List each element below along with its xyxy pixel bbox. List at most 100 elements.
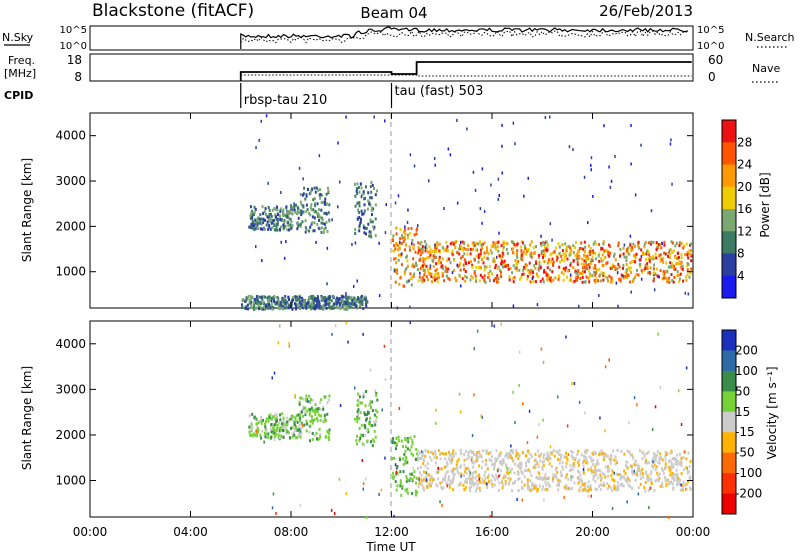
- data-cell: [677, 262, 680, 266]
- data-cell: [511, 277, 514, 281]
- data-cell: [267, 227, 270, 231]
- data-cell: [305, 210, 308, 214]
- data-cell: [259, 221, 262, 225]
- velocity-scatter: [248, 321, 692, 519]
- data-cell: [578, 255, 581, 259]
- data-cell: [541, 487, 544, 491]
- data-cell: [434, 454, 437, 457]
- data-cell: [275, 217, 278, 221]
- data-cell: [680, 456, 683, 460]
- data-cell: [286, 420, 289, 424]
- data-cell: [509, 470, 512, 474]
- data-cell: [409, 153, 412, 157]
- data-cell: [525, 461, 527, 465]
- data-cell: [584, 482, 587, 486]
- data-cell: [504, 265, 507, 268]
- data-cell: [552, 262, 554, 266]
- data-cell: [482, 449, 484, 453]
- data-cell: [539, 459, 542, 463]
- data-cell: [334, 302, 337, 306]
- data-cell: [600, 452, 603, 456]
- data-cell: [435, 272, 438, 276]
- data-cell: [656, 274, 659, 278]
- data-cell: [370, 406, 372, 409]
- data-cell: [580, 262, 583, 266]
- data-cell: [514, 479, 517, 483]
- data-cell: [642, 251, 645, 255]
- data-cell: [585, 267, 588, 270]
- data-cell: [282, 416, 285, 420]
- data-cell: [622, 252, 625, 256]
- data-cell: [265, 212, 267, 216]
- data-cell: [542, 463, 545, 467]
- data-cell: [612, 449, 615, 453]
- data-cell: [520, 254, 523, 258]
- data-cell: [409, 321, 411, 324]
- data-cell: [273, 414, 276, 418]
- data-cell: [628, 421, 630, 425]
- data-cell: [604, 365, 607, 369]
- data-cell: [452, 488, 454, 492]
- data-cell: [248, 225, 251, 229]
- data-cell: [494, 478, 496, 482]
- data-cell: [678, 241, 681, 245]
- data-cell: [293, 425, 296, 429]
- data-cell: [336, 297, 339, 301]
- data-cell: [447, 450, 450, 454]
- data-cell: [415, 228, 418, 232]
- data-cell: [460, 245, 463, 248]
- data-cell: [273, 224, 276, 227]
- data-cell: [314, 297, 317, 300]
- data-cell: [338, 298, 341, 302]
- data-cell: [345, 296, 348, 300]
- data-cell: [313, 306, 316, 310]
- data-cell: [586, 257, 589, 261]
- data-cell: [319, 306, 322, 310]
- data-cell: [434, 276, 436, 280]
- data-cell: [271, 208, 274, 212]
- data-cell: [590, 168, 592, 172]
- data-cell: [418, 478, 420, 482]
- data-cell: [467, 248, 470, 252]
- data-cell: [313, 295, 316, 299]
- data-cell: [654, 272, 657, 276]
- data-cell: [357, 208, 359, 212]
- data-cell: [602, 258, 605, 262]
- data-cell: [481, 415, 483, 419]
- data-cell: [460, 472, 463, 476]
- data-cell: [393, 441, 396, 445]
- nave-tick-bottom: 0: [708, 70, 716, 84]
- data-cell: [566, 275, 568, 279]
- data-cell: [338, 301, 341, 305]
- data-cell: [678, 244, 681, 247]
- data-cell: [417, 251, 420, 255]
- data-cell: [535, 475, 538, 479]
- data-cell: [364, 433, 367, 437]
- data-cell: [319, 196, 322, 200]
- data-cell: [527, 487, 530, 491]
- data-cell: [375, 419, 378, 423]
- data-cell: [411, 238, 414, 242]
- data-cell: [558, 275, 561, 279]
- data-cell: [502, 458, 505, 462]
- data-cell: [649, 242, 652, 246]
- data-cell: [599, 469, 602, 473]
- data-cell: [351, 299, 354, 302]
- data-cell: [538, 475, 541, 479]
- data-cell: [636, 268, 638, 272]
- data-cell: [394, 480, 397, 484]
- data-cell: [509, 449, 512, 453]
- data-cell: [346, 298, 349, 302]
- data-cell: [467, 244, 470, 248]
- data-cell: [521, 498, 523, 502]
- data-cell: [395, 488, 398, 492]
- data-cell: [499, 473, 502, 477]
- data-cell: [283, 221, 285, 225]
- data-cell: [678, 478, 681, 481]
- data-cell: [299, 224, 302, 228]
- data-cell: [517, 488, 520, 492]
- data-cell: [269, 413, 272, 417]
- data-cell: [249, 434, 252, 437]
- data-cell: [433, 456, 436, 460]
